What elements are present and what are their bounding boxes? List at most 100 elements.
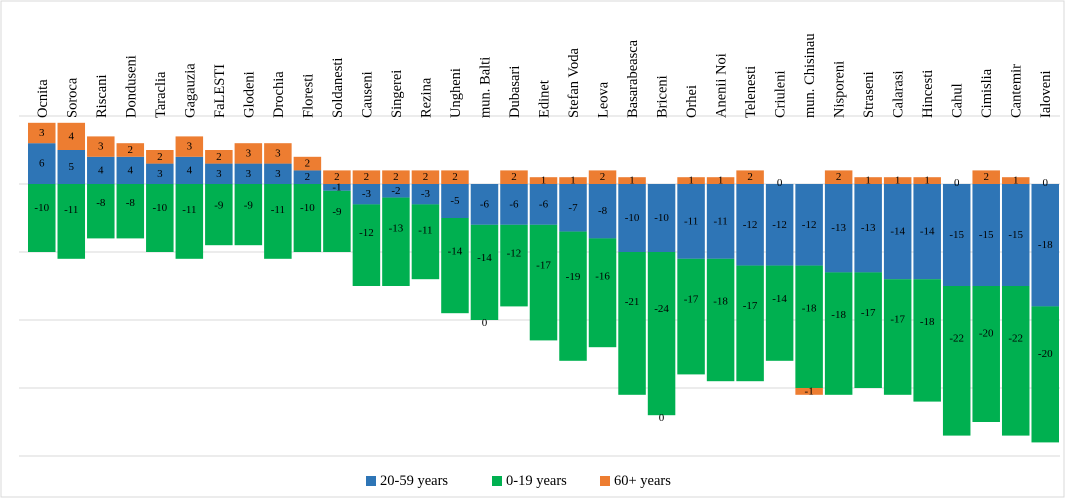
bar-segment-60-plus bbox=[146, 150, 174, 164]
data-label-0-19: -18 bbox=[713, 296, 728, 308]
data-label-0-19: -11 bbox=[64, 204, 78, 216]
data-label-60-plus: 3 bbox=[39, 127, 45, 139]
data-label-20-59: -3 bbox=[362, 188, 372, 200]
bar-segment-20-59 bbox=[529, 184, 558, 225]
bar-segment-20-59 bbox=[470, 184, 499, 225]
data-label-0-19: -16 bbox=[595, 270, 610, 282]
bar-segment-0-19 bbox=[293, 184, 322, 252]
legend-label: 0-19 years bbox=[506, 473, 567, 489]
bar-segment-20-59 bbox=[175, 156, 204, 184]
category-label: Stefan Voda bbox=[566, 47, 582, 118]
data-label-60-plus: 2 bbox=[157, 151, 163, 163]
data-label-0-19: -14 bbox=[448, 245, 463, 257]
bar-segment-60-plus bbox=[972, 170, 1000, 184]
data-label-0-19: -22 bbox=[949, 332, 964, 344]
bar-segment-0-19 bbox=[529, 224, 558, 341]
bar-segment-20-59 bbox=[28, 143, 56, 184]
bar-segment-0-19 bbox=[588, 238, 617, 348]
data-label-0-19: -10 bbox=[152, 202, 167, 214]
data-label-20-59: -12 bbox=[802, 219, 817, 231]
bar-segment-20-59 bbox=[647, 184, 676, 252]
data-label-60-plus: 3 bbox=[275, 147, 281, 159]
data-label-60-plus: 2 bbox=[747, 171, 753, 183]
bar-segment-20-59 bbox=[234, 163, 263, 184]
bar-segment-0-19 bbox=[352, 204, 381, 286]
bar-segment-0-19 bbox=[854, 272, 882, 388]
data-label-20-59: 5 bbox=[69, 161, 75, 173]
bar-segment-60-plus bbox=[28, 122, 56, 144]
category-label: Straseni bbox=[861, 71, 877, 118]
data-label-20-59: 4 bbox=[187, 164, 193, 176]
data-label-0-19: -11 bbox=[418, 225, 432, 237]
bar-segment-60-plus bbox=[87, 136, 115, 157]
bar-segment-20-59 bbox=[913, 184, 941, 280]
category-label: Cantemir bbox=[1009, 64, 1025, 118]
bar-segment-60-plus bbox=[441, 170, 469, 184]
category-label: Ocnita bbox=[35, 79, 51, 118]
bar-segment-0-19 bbox=[87, 184, 115, 239]
data-label-20-59: -10 bbox=[654, 212, 669, 224]
data-label-60-plus: 3 bbox=[187, 141, 193, 153]
data-label-60-plus: 3 bbox=[98, 141, 104, 153]
data-label-20-59: -15 bbox=[949, 229, 964, 241]
data-label-20-59: -13 bbox=[861, 222, 876, 234]
bar-segment-60-plus bbox=[588, 170, 617, 184]
bar-segment-0-19 bbox=[441, 218, 469, 314]
data-label-60-plus: 3 bbox=[246, 147, 252, 159]
data-label-20-59: 4 bbox=[128, 164, 134, 176]
bar-segment-0-19 bbox=[1031, 306, 1059, 443]
category-label: Ungheni bbox=[448, 68, 464, 118]
data-label-0-19: -14 bbox=[477, 252, 492, 264]
bar-segment-60-plus bbox=[559, 177, 587, 184]
data-label-60-plus: 2 bbox=[364, 171, 370, 183]
data-label-0-19: -17 bbox=[890, 314, 905, 326]
category-label: Cimislia bbox=[979, 68, 995, 118]
bar-segment-20-59 bbox=[795, 184, 823, 266]
bar-segment-60-plus bbox=[500, 170, 528, 184]
bar-segment-20-59 bbox=[824, 184, 853, 273]
legend-swatch bbox=[492, 476, 502, 486]
data-label-0-19: -21 bbox=[625, 296, 640, 308]
data-label-60-plus: 2 bbox=[216, 151, 222, 163]
bar-segment-0-19 bbox=[411, 204, 440, 280]
bar-segment-20-59 bbox=[116, 156, 145, 184]
data-label-60-plus: 1 bbox=[688, 175, 694, 187]
bar-segment-0-19 bbox=[205, 184, 233, 246]
bar-segment-60-plus bbox=[382, 170, 410, 184]
bar-segment-0-19 bbox=[382, 197, 410, 286]
data-label-0-19: -11 bbox=[271, 204, 285, 216]
data-label-60-plus: 0 bbox=[1042, 177, 1048, 189]
bar-segment-60-plus bbox=[529, 177, 558, 184]
data-label-60-plus: 0 bbox=[659, 412, 665, 424]
bar-segment-20-59 bbox=[942, 184, 971, 286]
data-label-20-59: -11 bbox=[684, 215, 698, 227]
bar-segment-20-59 bbox=[500, 184, 528, 225]
data-label-20-59: -8 bbox=[598, 205, 608, 217]
bar-segment-60-plus bbox=[736, 170, 764, 184]
data-label-20-59: -6 bbox=[539, 198, 549, 210]
data-label-60-plus: 0 bbox=[954, 177, 960, 189]
bar-segment-0-19 bbox=[765, 265, 794, 361]
bars bbox=[28, 122, 1059, 443]
bar-segment-0-19 bbox=[706, 258, 735, 382]
bar-segment-20-59 bbox=[765, 184, 794, 266]
data-label-20-59: -7 bbox=[568, 202, 578, 214]
data-label-0-19: -10 bbox=[34, 202, 49, 214]
category-label: Anenii Noi bbox=[714, 53, 730, 118]
category-label: Causeni bbox=[359, 71, 375, 118]
bar-segment-0-19 bbox=[824, 272, 853, 395]
bar-segment-60-plus bbox=[795, 388, 823, 395]
data-label-0-19: -11 bbox=[182, 204, 196, 216]
data-label-60-plus: 2 bbox=[334, 171, 340, 183]
bar-segment-60-plus bbox=[854, 177, 882, 184]
data-label-60-plus: 0 bbox=[777, 177, 783, 189]
bar-segment-60-plus bbox=[677, 177, 705, 184]
bar-segment-60-plus bbox=[352, 170, 381, 184]
data-label-20-59: -6 bbox=[509, 198, 519, 210]
bar-segment-60-plus bbox=[411, 170, 440, 184]
data-label-60-plus: 2 bbox=[393, 171, 399, 183]
data-label-0-19: -19 bbox=[566, 271, 581, 283]
legend-label: 20-59 years bbox=[380, 473, 448, 489]
bar-segment-20-59 bbox=[382, 184, 410, 198]
legend-label: 60+ years bbox=[614, 473, 671, 489]
